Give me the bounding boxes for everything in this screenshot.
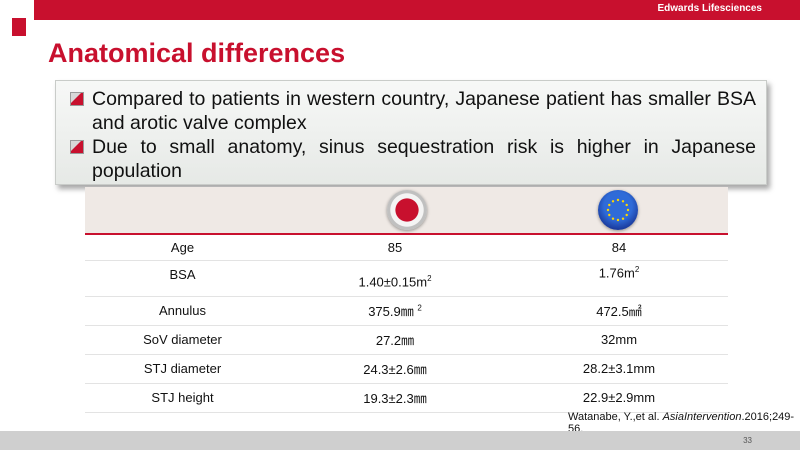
eu-value: 28.2±3.1mm	[510, 354, 728, 384]
footer-bar	[0, 431, 800, 450]
japan-value: 19.3±2.3㎜	[280, 383, 510, 413]
key-points-box: Compared to patients in western country,…	[55, 80, 767, 185]
table-row: STJ diameter 24.3±2.6㎜ 28.2±3.1mm	[85, 354, 728, 384]
eu-value: 1.76m	[598, 264, 635, 280]
slide-title: Anatomical differences	[48, 38, 346, 68]
table-row: STJ height 19.3±2.3㎜ 22.9±2.9mm	[85, 383, 728, 413]
citation-authors: Watanabe, Y.,et al.	[568, 411, 663, 423]
citation-journal: AsiaIntervention	[662, 411, 742, 423]
comparison-header	[85, 187, 728, 235]
citation: Watanabe, Y.,et al. AsiaIntervention.201…	[568, 411, 800, 435]
bullet-text: Compared to patients in western country,…	[92, 88, 756, 134]
table-row: Annulus 375.9㎜ 2 472.5㎟	[85, 296, 728, 326]
table-row: SoV diameter 27.2㎜ 32mm	[85, 325, 728, 355]
table-row: BSA 1.40±0.15m2 1.76m2	[85, 260, 728, 297]
brand-bar: Edwards Lifesciences	[34, 0, 800, 20]
eu-value-cell: 1.76m2	[510, 260, 728, 297]
japan-value: 1.40±0.15m	[358, 274, 428, 290]
row-label: STJ diameter	[85, 354, 280, 384]
eu-value: 32mm	[510, 325, 728, 355]
corner-accent-square	[12, 18, 26, 36]
japan-value: 27.2㎜	[280, 325, 510, 355]
eu-flag-icon	[598, 190, 638, 230]
row-label: Age	[85, 235, 280, 261]
bullet-text: Due to small anatomy, sinus sequestratio…	[92, 136, 756, 182]
row-label: Annulus	[85, 296, 280, 326]
eu-stars-icon	[606, 198, 630, 222]
unit-superscript: 2	[634, 264, 640, 274]
eu-value: 84	[510, 235, 728, 261]
bullet-item: Compared to patients in western country,…	[70, 87, 756, 135]
table-row: Age 85 84	[85, 235, 728, 261]
japan-value-cell: 375.9㎜ 2	[280, 296, 510, 326]
japan-flag-icon	[387, 190, 427, 230]
japan-value: 85	[280, 235, 510, 261]
brand-name: Edwards Lifesciences	[657, 3, 763, 14]
unit-superscript: 2	[417, 303, 422, 313]
japan-value: 24.3±2.6㎜	[280, 354, 510, 384]
anatomy-comparison-table: Age 85 84 BSA 1.40±0.15m2 1.76m2 Annulus…	[85, 235, 728, 413]
bullet-item: Due to small anatomy, sinus sequestratio…	[70, 135, 756, 183]
page-number: 33	[743, 436, 752, 445]
japan-value: 375.9㎜	[368, 304, 414, 319]
row-label: STJ height	[85, 383, 280, 413]
row-label: BSA	[85, 260, 280, 297]
eu-value: 472.5㎟	[510, 296, 728, 326]
row-label: SoV diameter	[85, 325, 280, 355]
square-bullet-icon	[70, 92, 84, 106]
eu-value: 22.9±2.9mm	[510, 383, 728, 413]
square-bullet-icon	[70, 140, 84, 154]
japan-value-cell: 1.40±0.15m2	[280, 260, 510, 297]
unit-superscript: 2	[427, 274, 432, 284]
